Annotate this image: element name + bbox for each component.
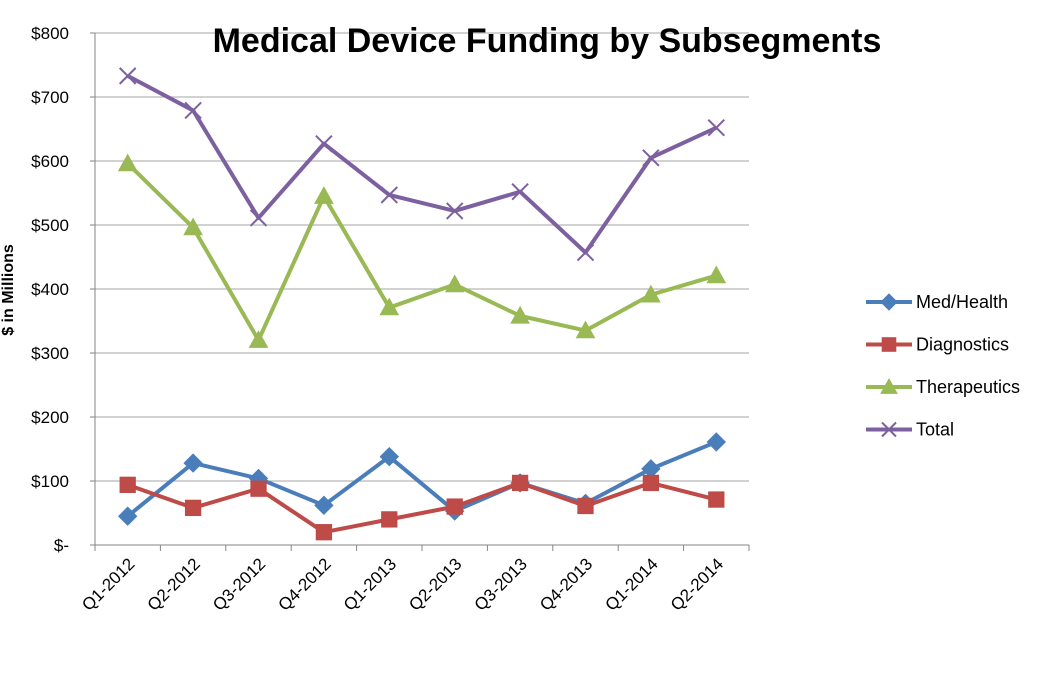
series-therapeutics bbox=[117, 153, 727, 348]
legend: Med/Health Diagnostics Therapeutics Total bbox=[866, 292, 1020, 440]
data-point-square bbox=[381, 511, 398, 528]
data-point-x bbox=[184, 101, 202, 120]
y-tick-label: $- bbox=[54, 536, 69, 555]
legend-item: Diagnostics bbox=[866, 335, 1009, 355]
legend-item: Total bbox=[866, 420, 954, 440]
x-tick-label: Q4-2013 bbox=[536, 554, 596, 614]
data-point-square bbox=[511, 474, 529, 492]
data-point-triangle bbox=[248, 330, 269, 348]
y-axis-label: $ in Millions bbox=[0, 244, 17, 336]
x-tick-label: Q1-2014 bbox=[602, 554, 662, 614]
data-point-diamond bbox=[880, 293, 898, 311]
data-point-x bbox=[511, 183, 529, 201]
series-line bbox=[126, 440, 718, 518]
data-point-x bbox=[315, 135, 333, 153]
data-point-diamond bbox=[314, 495, 334, 516]
legend-label: Total bbox=[916, 420, 954, 440]
data-point-diamond bbox=[706, 432, 727, 452]
series-total bbox=[118, 67, 726, 262]
data-point-triangle bbox=[183, 217, 203, 236]
data-point-x bbox=[118, 67, 137, 85]
x-tick-label: Q2-2013 bbox=[405, 554, 465, 614]
gridlines bbox=[90, 32, 750, 551]
y-tick-label: $400 bbox=[31, 280, 69, 299]
data-point-triangle bbox=[117, 153, 138, 172]
data-point-x bbox=[642, 149, 660, 167]
data-point-square bbox=[184, 499, 202, 517]
data-point-triangle bbox=[510, 305, 530, 324]
legend-item: Therapeutics bbox=[866, 377, 1020, 397]
series-line bbox=[126, 74, 718, 255]
y-tick-label: $300 bbox=[31, 344, 69, 363]
data-point-x bbox=[707, 119, 726, 137]
data-point-square bbox=[315, 524, 333, 541]
data-point-square bbox=[708, 491, 725, 508]
data-point-diamond bbox=[379, 446, 400, 467]
series-diagnostics bbox=[119, 474, 725, 541]
legend-item: Med/Health bbox=[866, 292, 1008, 312]
y-tick-label: $700 bbox=[31, 88, 69, 107]
chart-title: Medical Device Funding by Subsegments bbox=[213, 22, 882, 60]
legend-label: Med/Health bbox=[916, 292, 1008, 312]
data-point-square bbox=[881, 337, 897, 352]
series-line bbox=[126, 162, 717, 343]
data-point-triangle bbox=[379, 297, 400, 316]
legend-label: Diagnostics bbox=[916, 335, 1009, 355]
x-tick-label: Q2-2014 bbox=[667, 554, 727, 614]
axes bbox=[94, 33, 749, 546]
data-point-triangle bbox=[706, 265, 727, 284]
x-tick-label: Q4-2012 bbox=[275, 554, 335, 614]
y-tick-label: $100 bbox=[31, 472, 69, 491]
data-point-square bbox=[119, 476, 136, 493]
data-point-x bbox=[249, 209, 268, 227]
data-point-x bbox=[380, 186, 399, 204]
data-point-diamond bbox=[183, 453, 203, 473]
series-line bbox=[127, 480, 717, 535]
series bbox=[117, 67, 727, 541]
y-tick-label: $200 bbox=[31, 408, 69, 427]
data-point-triangle bbox=[641, 284, 661, 303]
data-point-square bbox=[446, 498, 463, 515]
data-point-x bbox=[881, 421, 897, 438]
y-tick-label: $500 bbox=[31, 216, 69, 235]
x-tick-label: Q1-2013 bbox=[340, 554, 400, 614]
x-tick-label: Q3-2013 bbox=[471, 554, 531, 614]
data-point-triangle bbox=[575, 320, 596, 339]
data-point-triangle bbox=[314, 186, 334, 204]
x-tick-labels: Q1-2012 Q2-2012 Q3-2012 Q4-2012 Q1-2013 Q2-20… bbox=[78, 554, 727, 614]
data-point-triangle bbox=[880, 377, 898, 394]
y-tick-label: $600 bbox=[31, 152, 69, 171]
data-point-square bbox=[577, 497, 594, 515]
legend-label: Therapeutics bbox=[916, 377, 1020, 397]
data-point-x bbox=[445, 202, 464, 220]
x-tick-label: Q3-2012 bbox=[209, 554, 269, 614]
data-point-square bbox=[642, 474, 660, 492]
data-point-triangle bbox=[444, 274, 465, 293]
x-tick-label: Q2-2012 bbox=[144, 554, 204, 614]
data-point-diamond bbox=[117, 506, 138, 526]
data-point-square bbox=[250, 480, 267, 497]
y-tick-labels: $- $100 $200 $300 $400 $500 $600 $700 $800 bbox=[31, 24, 69, 555]
y-tick-label: $800 bbox=[31, 24, 69, 43]
data-point-x bbox=[576, 243, 595, 262]
x-tick-label: Q1-2012 bbox=[78, 554, 138, 614]
